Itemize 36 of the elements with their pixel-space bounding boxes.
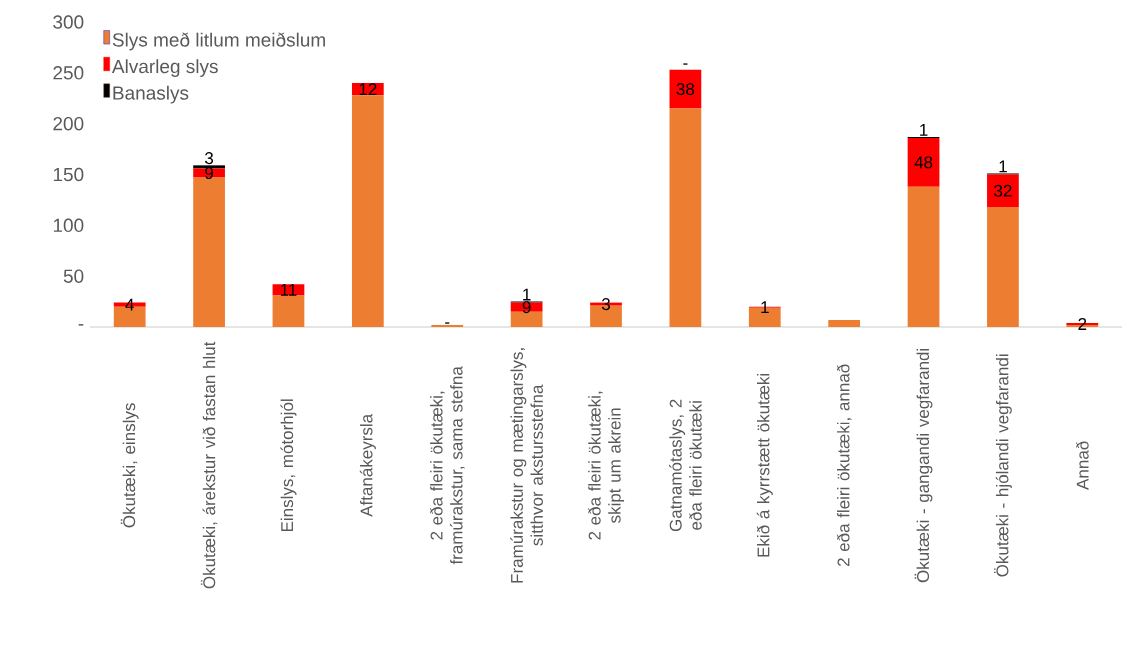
data-label: 11 xyxy=(280,284,297,296)
legend-label: Slys með litlum meiðslum xyxy=(112,32,325,51)
data-label: - xyxy=(445,322,450,324)
x-tick-label: 2 eða fleiri ökutæki, framúrakstur, sama stefna xyxy=(429,366,465,565)
x-tick-label: Ökutæki, einslys xyxy=(120,403,139,528)
legend-label: Alvarleg slys xyxy=(111,59,218,77)
x-tick-label: Annað xyxy=(1075,441,1089,490)
x-tick-label: Ökutæki, árekstur við fastan hlut xyxy=(200,341,218,589)
legend-label: Banaslys xyxy=(113,85,189,104)
x-tick-label: Ekið á kyrrstætt ökutæki xyxy=(756,373,773,557)
x-tick-label: Gatnamótaslys, 2 eða fleiri ökutæki xyxy=(669,399,702,532)
x-tick-label: Einslys, mótorhjól xyxy=(280,399,297,532)
x-tick-label: Ökutæki - gangandi vegfarandi xyxy=(914,348,933,583)
x-tick-label: 2 eða fleiri ökutæki, skipt um akrein xyxy=(587,391,625,540)
x-tick-label: Ökutæki - hjólandi vegfarandi xyxy=(994,354,1012,577)
data-label: 3 xyxy=(204,152,214,165)
data-label: 1 xyxy=(999,160,1007,173)
y-tick-label: 100 xyxy=(53,218,84,233)
y-tick-label: - xyxy=(78,324,84,326)
data-label: 9 xyxy=(522,301,531,314)
y-tick-label: 50 xyxy=(63,269,84,283)
data-label: 1 xyxy=(920,123,928,136)
y-tick-label: 300 xyxy=(53,15,84,29)
x-tick-label: 2 eða fleiri ökutæki, annað xyxy=(836,364,852,567)
data-label: 32 xyxy=(994,184,1012,197)
x-tick-label: Aftanákeyrsla xyxy=(359,413,376,517)
data-label: 4 xyxy=(125,298,134,311)
y-tick-label: 250 xyxy=(53,66,84,80)
data-label: 38 xyxy=(676,83,695,96)
data-label: 1 xyxy=(523,288,531,301)
data-label: - xyxy=(683,63,688,65)
data-label: 48 xyxy=(914,156,933,169)
y-tick-label: 150 xyxy=(53,167,84,182)
data-label: 12 xyxy=(359,83,377,96)
y-tick-label: 200 xyxy=(53,116,84,131)
x-tick-label: Framúrakstur og mætingarslys, sitthvor akstursstefna xyxy=(510,348,543,583)
